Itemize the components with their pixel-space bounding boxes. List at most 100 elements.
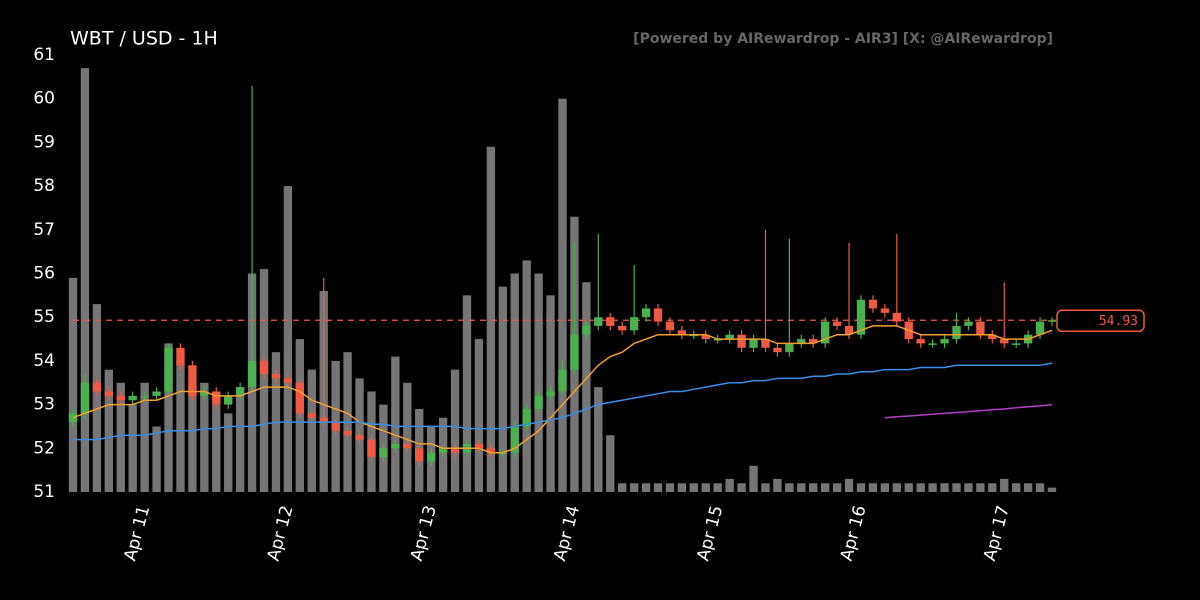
- volume-bar: [80, 68, 90, 493]
- volume-bar: [928, 483, 937, 492]
- candle-body: [450, 448, 460, 453]
- candle-body: [546, 391, 555, 396]
- candle-body: [594, 317, 603, 326]
- volume-bar: [212, 404, 221, 492]
- volume-bar: [701, 483, 710, 492]
- y-tick-label: 55: [33, 307, 55, 327]
- volume-bar: [224, 413, 233, 492]
- volume-bar: [403, 382, 412, 492]
- volume-bar: [665, 483, 675, 492]
- volume-bar: [92, 304, 102, 492]
- candle-body: [1047, 320, 1057, 322]
- candle-body: [486, 448, 496, 453]
- y-tick-label: 57: [33, 220, 55, 240]
- candle-body: [367, 439, 376, 458]
- candle-body: [653, 308, 663, 322]
- volume-bar: [761, 483, 770, 492]
- candle-body: [976, 321, 985, 335]
- volume-bar: [749, 465, 758, 492]
- candle-body: [426, 452, 436, 462]
- volume-bar: [629, 483, 639, 492]
- volume-bar: [558, 98, 567, 492]
- volume-bar: [534, 273, 543, 492]
- candle-body: [92, 382, 102, 392]
- volume-bar: [773, 478, 782, 492]
- candle-body: [307, 413, 316, 418]
- candle-body: [761, 339, 770, 348]
- volume-bar: [164, 343, 173, 492]
- candle-body: [570, 334, 579, 370]
- candle-body: [582, 325, 591, 335]
- candle-body: [235, 387, 245, 396]
- y-tick-label: 59: [33, 132, 55, 152]
- candle-body: [964, 321, 973, 326]
- volume-bar: [474, 339, 484, 492]
- volume-bar: [832, 483, 842, 492]
- candle-body: [152, 391, 161, 396]
- volume-bar: [820, 483, 830, 492]
- candle-body: [510, 426, 519, 453]
- candle-body: [797, 339, 806, 344]
- candle-body: [164, 347, 173, 392]
- volume-bar: [677, 483, 687, 492]
- candle-body: [522, 408, 531, 427]
- volume-bar: [940, 483, 949, 492]
- volume-bar: [200, 382, 209, 492]
- candle-body: [534, 395, 543, 409]
- volume-bar: [689, 483, 699, 492]
- candle-body: [892, 312, 901, 322]
- candle-body: [104, 391, 113, 396]
- y-tick-label: 51: [33, 482, 55, 502]
- candle-body: [701, 334, 710, 340]
- volume-bar: [904, 483, 913, 492]
- volume-bar: [486, 146, 496, 492]
- volume-bar: [809, 483, 818, 492]
- x-tick-label: Apr 13: [407, 503, 441, 563]
- candle-body: [438, 448, 448, 453]
- chart-title: WBT / USD - 1H: [70, 28, 218, 50]
- volume-bar: [68, 277, 78, 492]
- volume-bar: [618, 483, 627, 492]
- candle-body: [259, 360, 269, 375]
- candle-body: [271, 374, 281, 379]
- y-tick-label: 58: [33, 176, 55, 196]
- volume-bar: [391, 356, 400, 492]
- candle-body: [665, 321, 675, 331]
- candle-body: [295, 382, 305, 414]
- candle-body: [928, 343, 937, 345]
- volume-bar: [856, 483, 866, 492]
- candle-body: [809, 339, 818, 344]
- volume-bar: [176, 360, 185, 492]
- candle-body: [606, 317, 615, 326]
- volume-bar: [259, 269, 269, 492]
- volume-bar: [1047, 487, 1057, 492]
- candle-body: [558, 369, 567, 392]
- candle-body: [844, 325, 854, 335]
- y-tick-label: 54: [33, 351, 55, 371]
- x-tick-label: Apr 14: [550, 503, 584, 563]
- volume-bar: [522, 260, 531, 492]
- volume-bar: [916, 483, 925, 492]
- volume-bar: [104, 369, 113, 492]
- volume-bar: [594, 387, 603, 492]
- volume-bar: [307, 369, 316, 492]
- candle-body: [128, 395, 137, 401]
- volume-bar: [582, 282, 591, 492]
- y-tick-label: 52: [33, 438, 55, 458]
- watermark: [Powered by AIRewardrop - AIR3] [X: @AIR…: [633, 31, 1053, 47]
- candle-body: [212, 391, 221, 405]
- candle-body: [868, 299, 878, 309]
- candle-body: [749, 339, 758, 348]
- volume-bar: [188, 387, 197, 492]
- volume-bar: [641, 483, 651, 492]
- volume-bar: [606, 435, 615, 492]
- volume-bar: [152, 426, 161, 492]
- candle-body: [80, 382, 90, 414]
- candle-body: [1000, 339, 1009, 344]
- candle-body: [391, 443, 400, 449]
- y-tick-label: 60: [33, 89, 55, 109]
- candle-body: [677, 330, 687, 335]
- candle-body: [415, 448, 424, 462]
- y-tick-label: 61: [33, 45, 55, 65]
